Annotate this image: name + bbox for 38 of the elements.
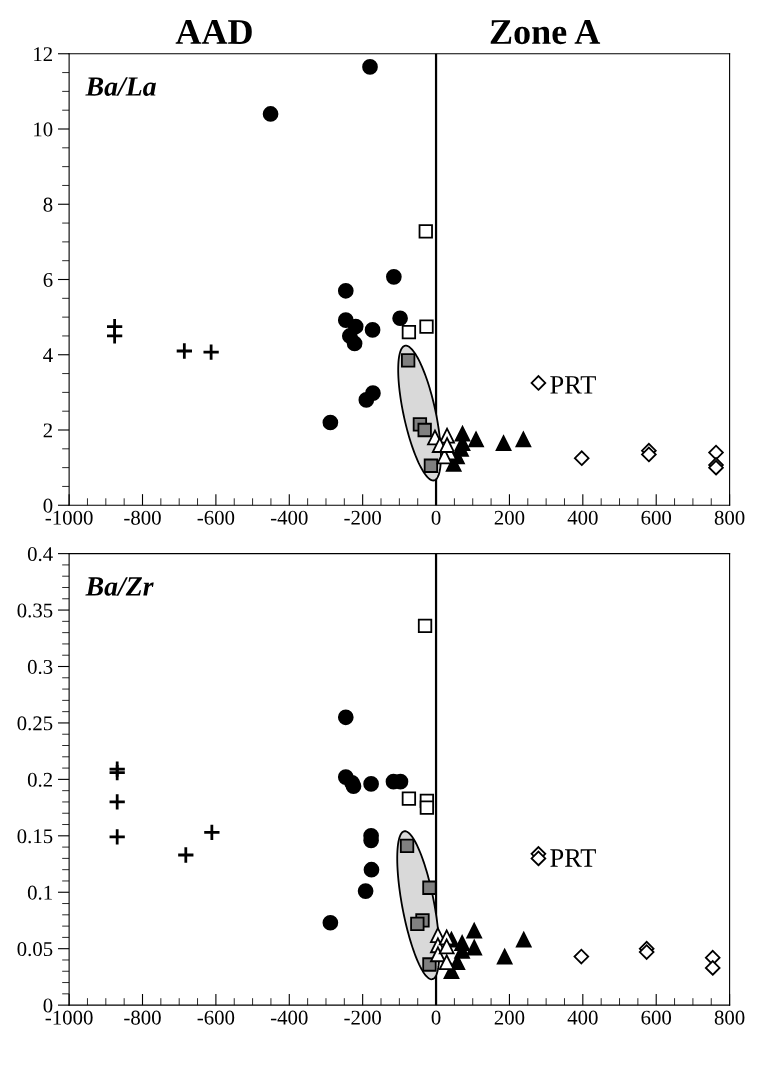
y-tick-label: 0.4 — [27, 547, 53, 562]
x-tick-label: 400 — [567, 510, 598, 525]
y-tick-label: 0.3 — [27, 659, 53, 675]
text: Zone A — [490, 19, 601, 45]
annotation: PRT — [550, 849, 596, 867]
y-tick-label: 6 — [43, 272, 53, 287]
x-tick-label: 400 — [567, 1010, 598, 1025]
x-tick-label: -600 — [197, 1010, 235, 1025]
x-tick-label: 600 — [641, 510, 672, 525]
annotation: PRT — [550, 376, 596, 394]
annotation: Ba/Zr — [85, 577, 154, 596]
x-tick-label: 0 — [431, 1010, 441, 1025]
x-tick-label: 200 — [494, 1010, 525, 1025]
x-tick-label: -200 — [344, 1010, 381, 1025]
x-tick-label: 800 — [714, 1010, 745, 1025]
x-tick-label: 800 — [714, 510, 745, 525]
y-tick-label: 0.15 — [17, 829, 53, 844]
x-tick-label: 0 — [431, 510, 441, 525]
x-tick-label: 600 — [641, 1010, 672, 1025]
y-tick-label: 0.1 — [27, 885, 52, 900]
x-tick-label: -400 — [270, 510, 308, 525]
y-tick-label: 4 — [43, 348, 53, 362]
y-tick-label: 0.2 — [27, 772, 52, 787]
x-tick-label: -800 — [124, 510, 161, 525]
x-tick-label: 200 — [494, 510, 525, 525]
y-tick-label: 0.05 — [17, 942, 53, 957]
x-tick-label: -400 — [270, 1010, 308, 1025]
y-tick-label: 12 — [34, 47, 52, 61]
x-tick-label: -800 — [124, 1010, 161, 1025]
y-tick-label: 8 — [43, 197, 53, 212]
y-tick-label: 0.25 — [17, 716, 53, 731]
y-tick-label: 10 — [34, 122, 53, 137]
y-tick-label: 0.35 — [17, 603, 53, 618]
x-tick-label: -600 — [197, 510, 235, 525]
annotation: Ba/La — [85, 77, 156, 96]
x-tick-label: -200 — [344, 510, 381, 525]
text: AAD — [175, 19, 252, 44]
y-tick-label: 2 — [43, 423, 52, 438]
